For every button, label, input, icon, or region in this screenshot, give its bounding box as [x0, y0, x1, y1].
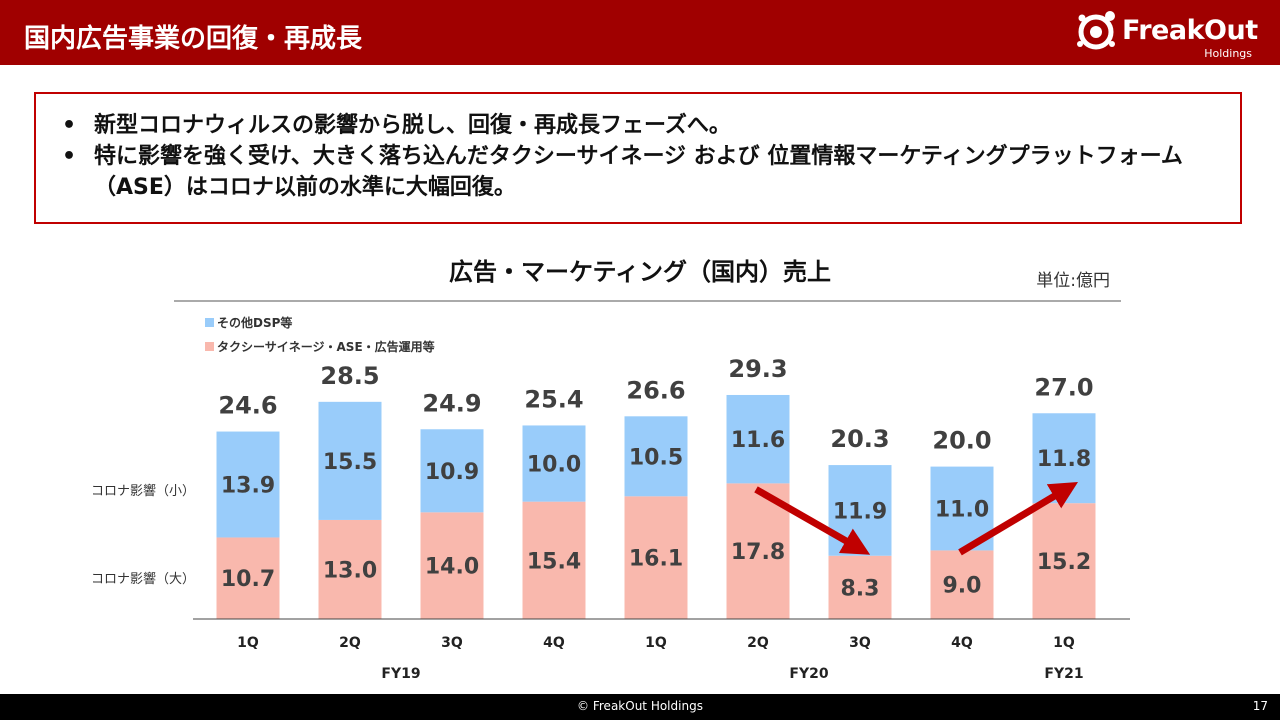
- x-tick-label: 1Q: [645, 635, 667, 651]
- legend-label: その他DSP等: [217, 315, 292, 330]
- data-label-other-dsp: 11.6: [731, 428, 785, 453]
- page-number: 17: [1252, 699, 1268, 713]
- x-tick-label: 2Q: [747, 635, 769, 651]
- total-label: 28.5: [320, 362, 379, 390]
- total-label: 25.4: [524, 385, 583, 413]
- bar-segment-other-dsp: [522, 425, 586, 502]
- data-label-other-dsp: 13.9: [221, 474, 275, 499]
- total-label: 20.0: [932, 427, 991, 455]
- bar-segment-taxi-ase: [522, 501, 586, 619]
- chart-title: 広告・マーケティング（国内）売上: [448, 258, 832, 286]
- x-tick-label: 4Q: [543, 635, 565, 651]
- x-tick-label: 1Q: [237, 635, 259, 651]
- data-label-other-dsp: 15.5: [323, 450, 377, 475]
- total-label: 24.6: [218, 392, 277, 420]
- bar-segment-taxi-ase: [1032, 503, 1096, 619]
- x-tick-label: 2Q: [339, 635, 361, 651]
- bar-segment-other-dsp: [726, 394, 790, 484]
- data-label-other-dsp: 11.9: [833, 499, 887, 524]
- data-label-other-dsp: 11.0: [935, 498, 989, 523]
- copyright: © FreakOut Holdings: [577, 699, 703, 713]
- logo-text: FreakOut: [1122, 15, 1258, 46]
- x-tick-label: 3Q: [441, 635, 463, 651]
- bar-segment-taxi-ase: [216, 537, 280, 619]
- page-title: 国内広告事業の回復・再成長: [24, 24, 363, 54]
- bullet-item: 新型コロナウィルスの影響から脱し、回復・再成長フェーズへ。: [58, 110, 1238, 141]
- data-label-other-dsp: 10.5: [629, 445, 683, 470]
- data-label-taxi-ase: 14.0: [425, 555, 479, 580]
- fiscal-year-label: FY21: [1044, 666, 1083, 682]
- x-tick-label: 3Q: [849, 635, 871, 651]
- freakout-logo: FreakOut Holdings: [1072, 5, 1262, 63]
- bar-segment-taxi-ase: [420, 512, 484, 619]
- data-label-taxi-ase: 9.0: [943, 574, 982, 599]
- side-label-large-impact: コロナ影響（大）: [91, 571, 195, 587]
- bar-segment-other-dsp: [420, 429, 484, 513]
- bar-segment-taxi-ase: [318, 519, 382, 619]
- bar-segment-other-dsp: [318, 401, 382, 520]
- total-label: 24.9: [422, 389, 481, 417]
- side-label-small-impact: コロナ影響（小）: [91, 483, 195, 499]
- logo-subtext: Holdings: [1204, 47, 1252, 60]
- summary-callout: [34, 92, 1242, 224]
- bar-segment-taxi-ase: [624, 496, 688, 619]
- total-label: 20.3: [830, 425, 889, 453]
- data-label-taxi-ase: 13.0: [323, 558, 377, 583]
- x-tick-label: 1Q: [1053, 635, 1075, 651]
- trend-arrow: [754, 486, 871, 555]
- data-label-taxi-ase: 15.4: [527, 549, 581, 574]
- bar-segment-taxi-ase: [930, 550, 994, 619]
- legend-swatch: [205, 342, 214, 351]
- x-tick-label: 4Q: [951, 635, 973, 651]
- data-label-taxi-ase: 16.1: [629, 547, 683, 572]
- data-label-other-dsp: 11.8: [1037, 447, 1091, 472]
- total-label: 29.3: [728, 355, 787, 383]
- bar-segment-other-dsp: [216, 431, 280, 538]
- fiscal-year-label: FY19: [381, 666, 420, 682]
- fiscal-year-label: FY20: [789, 666, 828, 682]
- legend-swatch: [205, 318, 214, 327]
- logo-mark-icon: [1077, 11, 1115, 50]
- data-label-taxi-ase: 17.8: [731, 540, 785, 565]
- bar-segment-other-dsp: [624, 416, 688, 497]
- data-label-taxi-ase: 15.2: [1037, 550, 1091, 575]
- data-label-other-dsp: 10.9: [425, 460, 479, 485]
- summary-bullets: 新型コロナウィルスの影響から脱し、回復・再成長フェーズへ。 特に影響を強く受け、…: [58, 110, 1238, 203]
- unit-label: 単位:億円: [1036, 271, 1110, 291]
- data-label-taxi-ase: 8.3: [841, 576, 880, 601]
- footer-bar: © FreakOut Holdings 17: [0, 694, 1280, 720]
- total-label: 27.0: [1034, 373, 1093, 401]
- data-label-other-dsp: 10.0: [527, 453, 581, 478]
- trend-arrow: [958, 482, 1079, 556]
- header-bar: 国内広告事業の回復・再成長 FreakOut Holdings: [0, 0, 1280, 65]
- bullet-item: 特に影響を強く受け、大きく落ち込んだタクシーサイネージ および 位置情報マーケテ…: [58, 141, 1238, 203]
- data-label-taxi-ase: 10.7: [221, 567, 275, 592]
- legend-label: タクシーサイネージ・ASE・広告運用等: [217, 339, 435, 354]
- bar-segment-taxi-ase: [828, 555, 892, 619]
- total-label: 26.6: [626, 376, 685, 404]
